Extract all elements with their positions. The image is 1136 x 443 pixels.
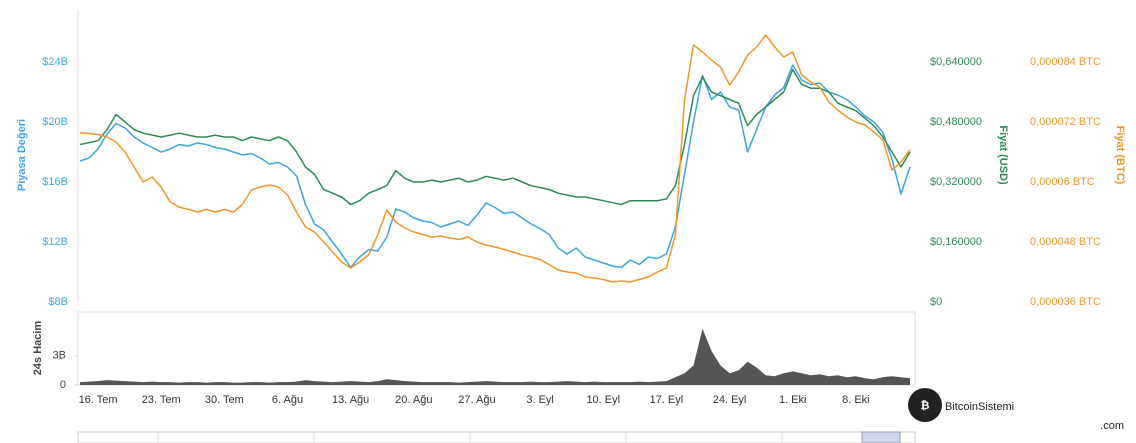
tick-label: $0,160000	[930, 236, 982, 248]
tick-label: 0,000084 BTC	[1030, 56, 1101, 68]
x-tick-label: 13. Ağu	[332, 394, 369, 406]
tick-label: 0,000036 BTC	[1030, 296, 1101, 308]
x-tick-label: 16. Tem	[79, 394, 118, 406]
tick-label: $12B	[42, 236, 68, 248]
tick-label: $0,480000	[930, 116, 982, 128]
x-tick-label: 30. Tem	[205, 394, 244, 406]
x-tick-label: 3. Eyl	[526, 394, 554, 406]
y-axis-title: Piyasa Değeri	[16, 119, 28, 191]
x-tick-label: 20. Ağu	[395, 394, 432, 406]
x-tick-label: 6. Ağu	[272, 394, 303, 406]
series-line	[79, 64, 911, 269]
x-tick-label: 17. Eyl	[650, 394, 684, 406]
x-tick-label: 8. Eki	[842, 394, 870, 406]
watermark-domain: .com	[1100, 420, 1124, 432]
navigator-handle[interactable]	[861, 431, 901, 443]
navigator-frame	[77, 431, 916, 443]
watermark: ₿ BitcoinSistemi .com	[908, 388, 1124, 432]
y2-axis-title: Fiyat (USD)	[997, 125, 1009, 185]
volume-axis-title: 24s Hacim	[32, 321, 44, 376]
x-tick-label: 10. Eyl	[586, 394, 620, 406]
tick-label: 0,000048 BTC	[1030, 236, 1101, 248]
tick-label: 0,000072 BTC	[1030, 116, 1101, 128]
series-line	[79, 34, 911, 283]
watermark-icon-symbol: ₿	[921, 400, 930, 412]
watermark-icon	[908, 388, 942, 422]
tick-label: $0	[930, 296, 942, 308]
watermark-text: BitcoinSistemi	[945, 401, 1014, 413]
tick-label: 0	[60, 379, 66, 391]
x-tick-label: 1. Eki	[779, 394, 807, 406]
tick-label: $0,640000	[930, 56, 982, 68]
navigator	[77, 431, 916, 443]
volume-area	[80, 328, 910, 385]
tick-label: 0,00006 BTC	[1030, 176, 1095, 188]
y3-axis-title: Fiyat (BTC)	[1114, 126, 1126, 185]
series-line	[79, 68, 911, 206]
x-tick-label: 27. Ağu	[458, 394, 495, 406]
tick-label: $20B	[42, 116, 68, 128]
tick-label: $16B	[42, 176, 68, 188]
x-tick-label: 23. Tem	[142, 394, 181, 406]
tick-label: $24B	[42, 56, 68, 68]
x-tick-label: 24. Eyl	[713, 394, 747, 406]
tick-label: $0,320000	[930, 176, 982, 188]
tick-label: $8B	[48, 296, 68, 308]
tick-label: 3B	[53, 350, 66, 362]
